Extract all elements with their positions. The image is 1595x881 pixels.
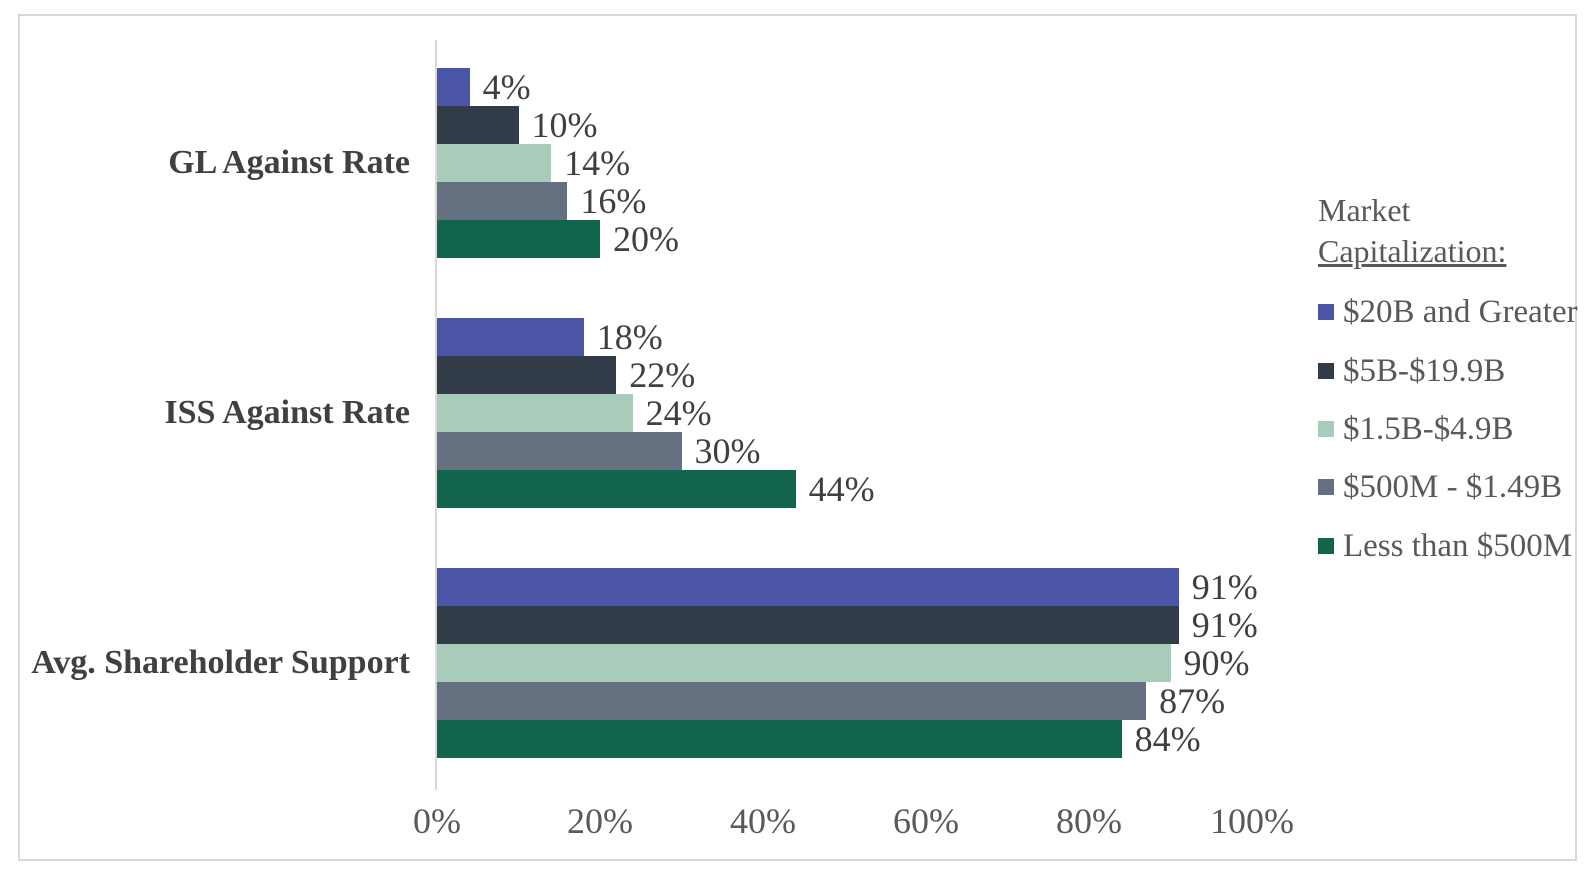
legend-title-line2: Capitalization:: [1318, 233, 1507, 269]
bar: [437, 356, 617, 394]
bar-data-label: 24%: [645, 393, 712, 433]
legend-item: $1.5B-$4.9B: [1318, 410, 1514, 447]
legend-swatch: [1318, 304, 1334, 320]
legend-swatch: [1318, 479, 1334, 495]
x-axis-tick-label: 20%: [567, 801, 633, 841]
y-axis-line: [435, 40, 437, 790]
bar-data-label: 4%: [482, 67, 531, 107]
category-label: GL Against Rate: [168, 144, 410, 181]
bar: [437, 318, 584, 356]
bar-data-label: 44%: [808, 469, 875, 509]
bar: [437, 220, 600, 258]
bar: [437, 106, 519, 144]
bar: [437, 644, 1171, 682]
bar-data-label: 20%: [613, 219, 679, 259]
bar-data-label: 91%: [1191, 605, 1258, 645]
bar-data-label: 10%: [531, 105, 598, 145]
bar-data-label: 84%: [1134, 719, 1201, 759]
bar-data-label: 22%: [629, 355, 696, 395]
legend-item: $20B and Greater: [1318, 293, 1578, 330]
legend-item: $500M - $1.49B: [1318, 468, 1563, 505]
bar: [437, 606, 1179, 644]
category-label: Avg. Shareholder Support: [31, 644, 410, 681]
x-axis-tick-label: 0%: [413, 801, 461, 841]
bar-data-label: 87%: [1159, 681, 1226, 721]
legend-item-label: $5B-$19.9B: [1343, 352, 1506, 389]
bar: [437, 682, 1147, 720]
x-axis-tick-label: 100%: [1210, 801, 1294, 841]
bar: [437, 470, 796, 508]
legend-item-label: $500M - $1.49B: [1343, 468, 1563, 505]
legend-item-label: $20B and Greater: [1343, 293, 1578, 330]
bar-data-label: 90%: [1183, 643, 1250, 683]
x-axis-tick-label: 60%: [893, 801, 959, 841]
legend-item-label: $1.5B-$4.9B: [1343, 410, 1514, 447]
legend-title-line1: Market: [1318, 192, 1411, 228]
legend-item-label: Less than $500M: [1343, 527, 1573, 564]
legend-swatch: [1318, 421, 1334, 437]
bar: [437, 394, 633, 432]
legend-swatch: [1318, 538, 1334, 554]
bar-data-label: 14%: [564, 143, 631, 183]
bar: [437, 68, 470, 106]
bar: [437, 432, 682, 470]
bar-data-label: 30%: [694, 431, 761, 471]
bar: [437, 182, 568, 220]
x-axis-tick-label: 40%: [730, 801, 796, 841]
bar: [437, 568, 1179, 606]
category-label: ISS Against Rate: [164, 394, 410, 431]
bar-data-label: 16%: [580, 181, 647, 221]
x-axis-tick-label: 80%: [1056, 801, 1122, 841]
legend-title: Market Capitalization:: [1318, 190, 1506, 272]
bar: [437, 720, 1122, 758]
bar-data-label: 91%: [1191, 567, 1258, 607]
bar: [437, 144, 552, 182]
legend-item: $5B-$19.9B: [1318, 352, 1506, 389]
bar-data-label: 18%: [596, 317, 663, 357]
legend-item: Less than $500M: [1318, 527, 1573, 564]
legend-swatch: [1318, 363, 1334, 379]
